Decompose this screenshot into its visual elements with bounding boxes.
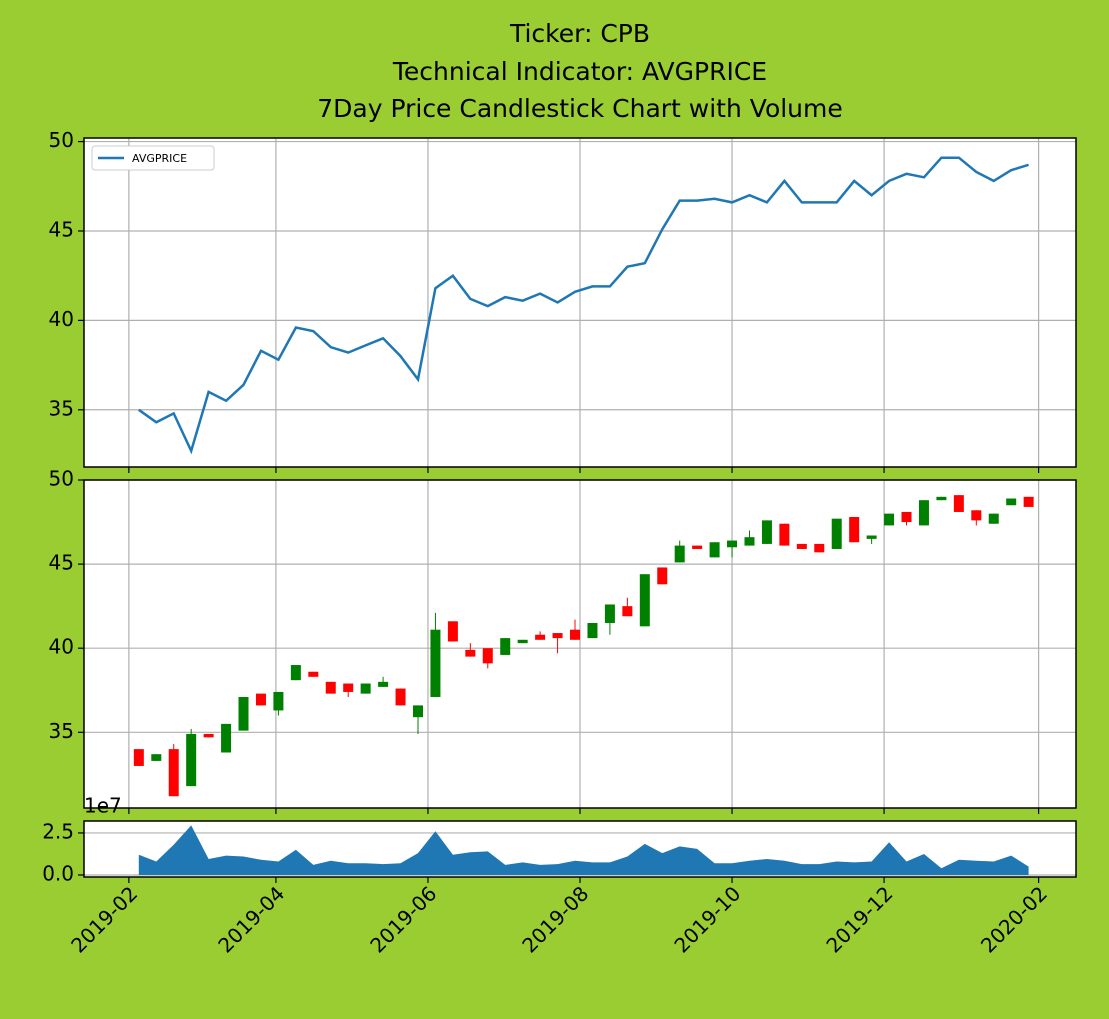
candle-body <box>971 510 982 521</box>
y-tick-label: 45 <box>49 217 74 241</box>
legend-label: AVGPRICE <box>132 152 187 165</box>
candle-body <box>168 749 179 797</box>
y-tick-label: 50 <box>49 467 74 491</box>
candle-body <box>901 511 912 523</box>
candle-body <box>849 517 860 543</box>
candle-body <box>918 500 929 526</box>
candle-body <box>622 606 633 617</box>
candle-body <box>727 540 738 548</box>
y-tick-label: 35 <box>49 719 74 743</box>
title-line: Technical Indicator: AVGPRICE <box>392 57 767 86</box>
candle-body <box>430 629 441 697</box>
candle-body <box>500 638 511 655</box>
y-tick-label: 35 <box>49 396 74 420</box>
y-tick-label: 2.5 <box>42 819 74 843</box>
candle-body <box>953 495 964 512</box>
candle-body <box>744 537 755 546</box>
plot-frame <box>83 137 1077 468</box>
candle-body <box>709 542 720 558</box>
candle-body <box>203 733 214 738</box>
candle-body <box>587 622 598 639</box>
candle-body <box>884 513 895 526</box>
candle-body <box>1023 496 1034 507</box>
candle-body <box>308 671 319 677</box>
candle-body <box>290 665 301 681</box>
candle-body <box>133 749 144 766</box>
y-tick-label: 0.0 <box>42 861 74 885</box>
x-tick-label: 2020-02 <box>976 881 1052 957</box>
plot-content <box>84 825 1076 876</box>
candle-body <box>238 696 249 731</box>
candle-body <box>936 496 947 501</box>
plot-frame <box>83 820 1077 878</box>
title-line: 7Day Price Candlestick Chart with Volume <box>317 94 843 123</box>
candle-body <box>186 733 197 787</box>
candle-body <box>395 688 406 706</box>
volume-area <box>138 825 1029 875</box>
candle-body <box>692 545 703 549</box>
candle-body <box>552 633 563 639</box>
candle-body <box>343 683 354 692</box>
y-tick-label: 50 <box>49 128 74 152</box>
x-tick-label: 2019-04 <box>213 881 289 957</box>
candle-body <box>535 634 546 640</box>
offset-label: 1e7 <box>84 794 122 818</box>
series-line <box>138 156 1029 455</box>
candle-body <box>325 681 336 694</box>
x-tick-label: 2019-12 <box>821 881 897 957</box>
candle-body <box>1006 498 1017 506</box>
title-line: Ticker: CPB <box>509 19 650 48</box>
x-tick-label: 2019-02 <box>66 881 142 957</box>
candle-body <box>831 518 842 549</box>
candle-body <box>221 723 232 753</box>
candle-body <box>761 520 772 544</box>
candle-body <box>360 683 371 694</box>
x-tick-label: 2019-08 <box>517 881 593 957</box>
candle-body <box>447 621 458 642</box>
candle-body <box>674 545 685 563</box>
candle-body <box>412 705 423 718</box>
candle-body <box>779 523 790 546</box>
candle-body <box>866 535 877 539</box>
legend-box <box>91 145 215 171</box>
x-tick-label: 2019-06 <box>365 881 441 957</box>
candle-body <box>151 754 162 761</box>
candle-body <box>988 513 999 524</box>
plot-content <box>84 480 1076 808</box>
candle-body <box>796 543 807 549</box>
candle-body <box>465 649 476 657</box>
candle-body <box>378 681 389 687</box>
candle-body <box>570 629 581 640</box>
candle-body <box>517 639 528 644</box>
candle-body <box>255 693 266 706</box>
y-tick-label: 45 <box>49 551 74 575</box>
candle-body <box>639 574 650 627</box>
x-tick-label: 2019-10 <box>669 881 745 957</box>
candle-body <box>604 604 615 623</box>
candle-body <box>657 567 668 585</box>
y-tick-label: 40 <box>49 307 74 331</box>
plot-frame <box>83 479 1077 809</box>
candle-body <box>273 691 284 711</box>
y-tick-label: 40 <box>49 635 74 659</box>
plot-content <box>84 138 1076 467</box>
candle-body <box>814 543 825 553</box>
candle-body <box>482 648 493 664</box>
